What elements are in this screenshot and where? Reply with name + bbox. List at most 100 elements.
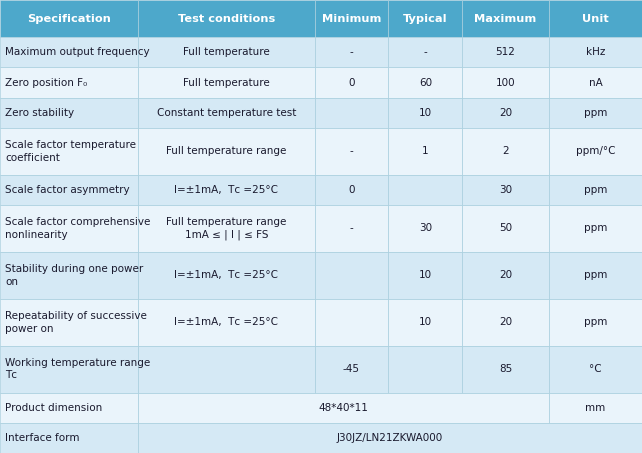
Text: Maximum output frequency: Maximum output frequency — [5, 47, 150, 57]
Bar — [549, 205, 642, 252]
Bar — [549, 37, 642, 67]
Bar — [138, 346, 315, 392]
Bar — [388, 67, 462, 98]
Text: 20: 20 — [499, 270, 512, 280]
Bar — [138, 252, 315, 299]
Bar — [462, 252, 549, 299]
Text: -: - — [350, 223, 353, 233]
Bar — [315, 128, 388, 175]
Bar — [138, 392, 549, 423]
Bar — [388, 205, 462, 252]
Bar — [315, 98, 388, 128]
Bar — [0, 37, 138, 67]
Bar — [549, 299, 642, 346]
Text: Working temperature range
Tᴄ: Working temperature range Tᴄ — [5, 358, 150, 381]
Bar — [462, 346, 549, 392]
Bar — [388, 98, 462, 128]
Text: I=±1mA,  Tᴄ =25°C: I=±1mA, Tᴄ =25°C — [175, 317, 278, 327]
Bar — [0, 252, 138, 299]
Text: -: - — [350, 47, 353, 57]
Bar — [0, 128, 138, 175]
Bar — [138, 299, 315, 346]
Bar — [0, 205, 138, 252]
Bar — [315, 37, 388, 67]
Text: Product dimension: Product dimension — [5, 403, 102, 413]
Text: 100: 100 — [496, 77, 516, 87]
Text: I=±1mA,  Tᴄ =25°C: I=±1mA, Tᴄ =25°C — [175, 185, 278, 195]
Text: ppm: ppm — [584, 223, 607, 233]
Text: 10: 10 — [419, 108, 432, 118]
Text: 10: 10 — [419, 317, 432, 327]
Text: 85: 85 — [499, 364, 512, 374]
Text: Full temperature range: Full temperature range — [166, 146, 286, 156]
Text: 512: 512 — [496, 47, 516, 57]
Bar — [462, 98, 549, 128]
Bar — [138, 37, 315, 67]
Bar — [315, 252, 388, 299]
Text: ppm/°C: ppm/°C — [576, 146, 615, 156]
Text: ppm: ppm — [584, 185, 607, 195]
Text: Minimum: Minimum — [322, 14, 381, 24]
Bar — [549, 67, 642, 98]
Text: I=±1mA,  Tᴄ =25°C: I=±1mA, Tᴄ =25°C — [175, 270, 278, 280]
Text: Specification: Specification — [27, 14, 111, 24]
Bar — [0, 392, 138, 423]
Bar — [315, 299, 388, 346]
Bar — [462, 67, 549, 98]
Bar — [315, 346, 388, 392]
Bar — [462, 299, 549, 346]
Bar — [0, 175, 138, 205]
Bar — [388, 37, 462, 67]
Text: 0: 0 — [348, 185, 355, 195]
Bar — [138, 0, 315, 37]
Bar — [549, 392, 642, 423]
Bar — [462, 128, 549, 175]
Bar — [0, 0, 138, 37]
Text: Full temperature: Full temperature — [183, 77, 270, 87]
Text: Stability during one power
on: Stability during one power on — [5, 264, 143, 287]
Text: Constant temperature test: Constant temperature test — [157, 108, 296, 118]
Bar — [315, 205, 388, 252]
Text: mm: mm — [586, 403, 605, 413]
Bar — [388, 175, 462, 205]
Bar — [549, 128, 642, 175]
Text: ppm: ppm — [584, 108, 607, 118]
Text: nA: nA — [589, 77, 602, 87]
Bar — [549, 0, 642, 37]
Bar — [138, 67, 315, 98]
Text: Scale factor temperature
coefficient: Scale factor temperature coefficient — [5, 140, 136, 163]
Text: Unit: Unit — [582, 14, 609, 24]
Text: 60: 60 — [419, 77, 432, 87]
Text: 10: 10 — [419, 270, 432, 280]
Text: 50: 50 — [499, 223, 512, 233]
Bar — [549, 346, 642, 392]
Bar — [549, 98, 642, 128]
Bar — [388, 128, 462, 175]
Text: Scale factor comprehensive
nonlinearity: Scale factor comprehensive nonlinearity — [5, 217, 150, 240]
Text: -45: -45 — [343, 364, 360, 374]
Text: Full temperature range
1mA ≤ | I | ≤ FS: Full temperature range 1mA ≤ | I | ≤ FS — [166, 217, 286, 240]
Bar — [138, 175, 315, 205]
Bar — [462, 205, 549, 252]
Bar — [0, 346, 138, 392]
Bar — [138, 98, 315, 128]
Text: 2: 2 — [502, 146, 509, 156]
Text: 30: 30 — [499, 185, 512, 195]
Text: Maximum: Maximum — [474, 14, 537, 24]
Text: Zero stability: Zero stability — [5, 108, 74, 118]
Bar — [315, 67, 388, 98]
Bar — [138, 205, 315, 252]
Bar — [388, 346, 462, 392]
Text: -: - — [350, 146, 353, 156]
Bar — [315, 0, 388, 37]
Bar — [462, 0, 549, 37]
Bar — [388, 0, 462, 37]
Bar — [549, 175, 642, 205]
Bar — [0, 98, 138, 128]
Text: Interface form: Interface form — [5, 433, 80, 443]
Text: 1: 1 — [422, 146, 429, 156]
Text: 0: 0 — [348, 77, 355, 87]
Text: Test conditions: Test conditions — [178, 14, 275, 24]
Bar — [0, 423, 138, 453]
Bar — [0, 299, 138, 346]
